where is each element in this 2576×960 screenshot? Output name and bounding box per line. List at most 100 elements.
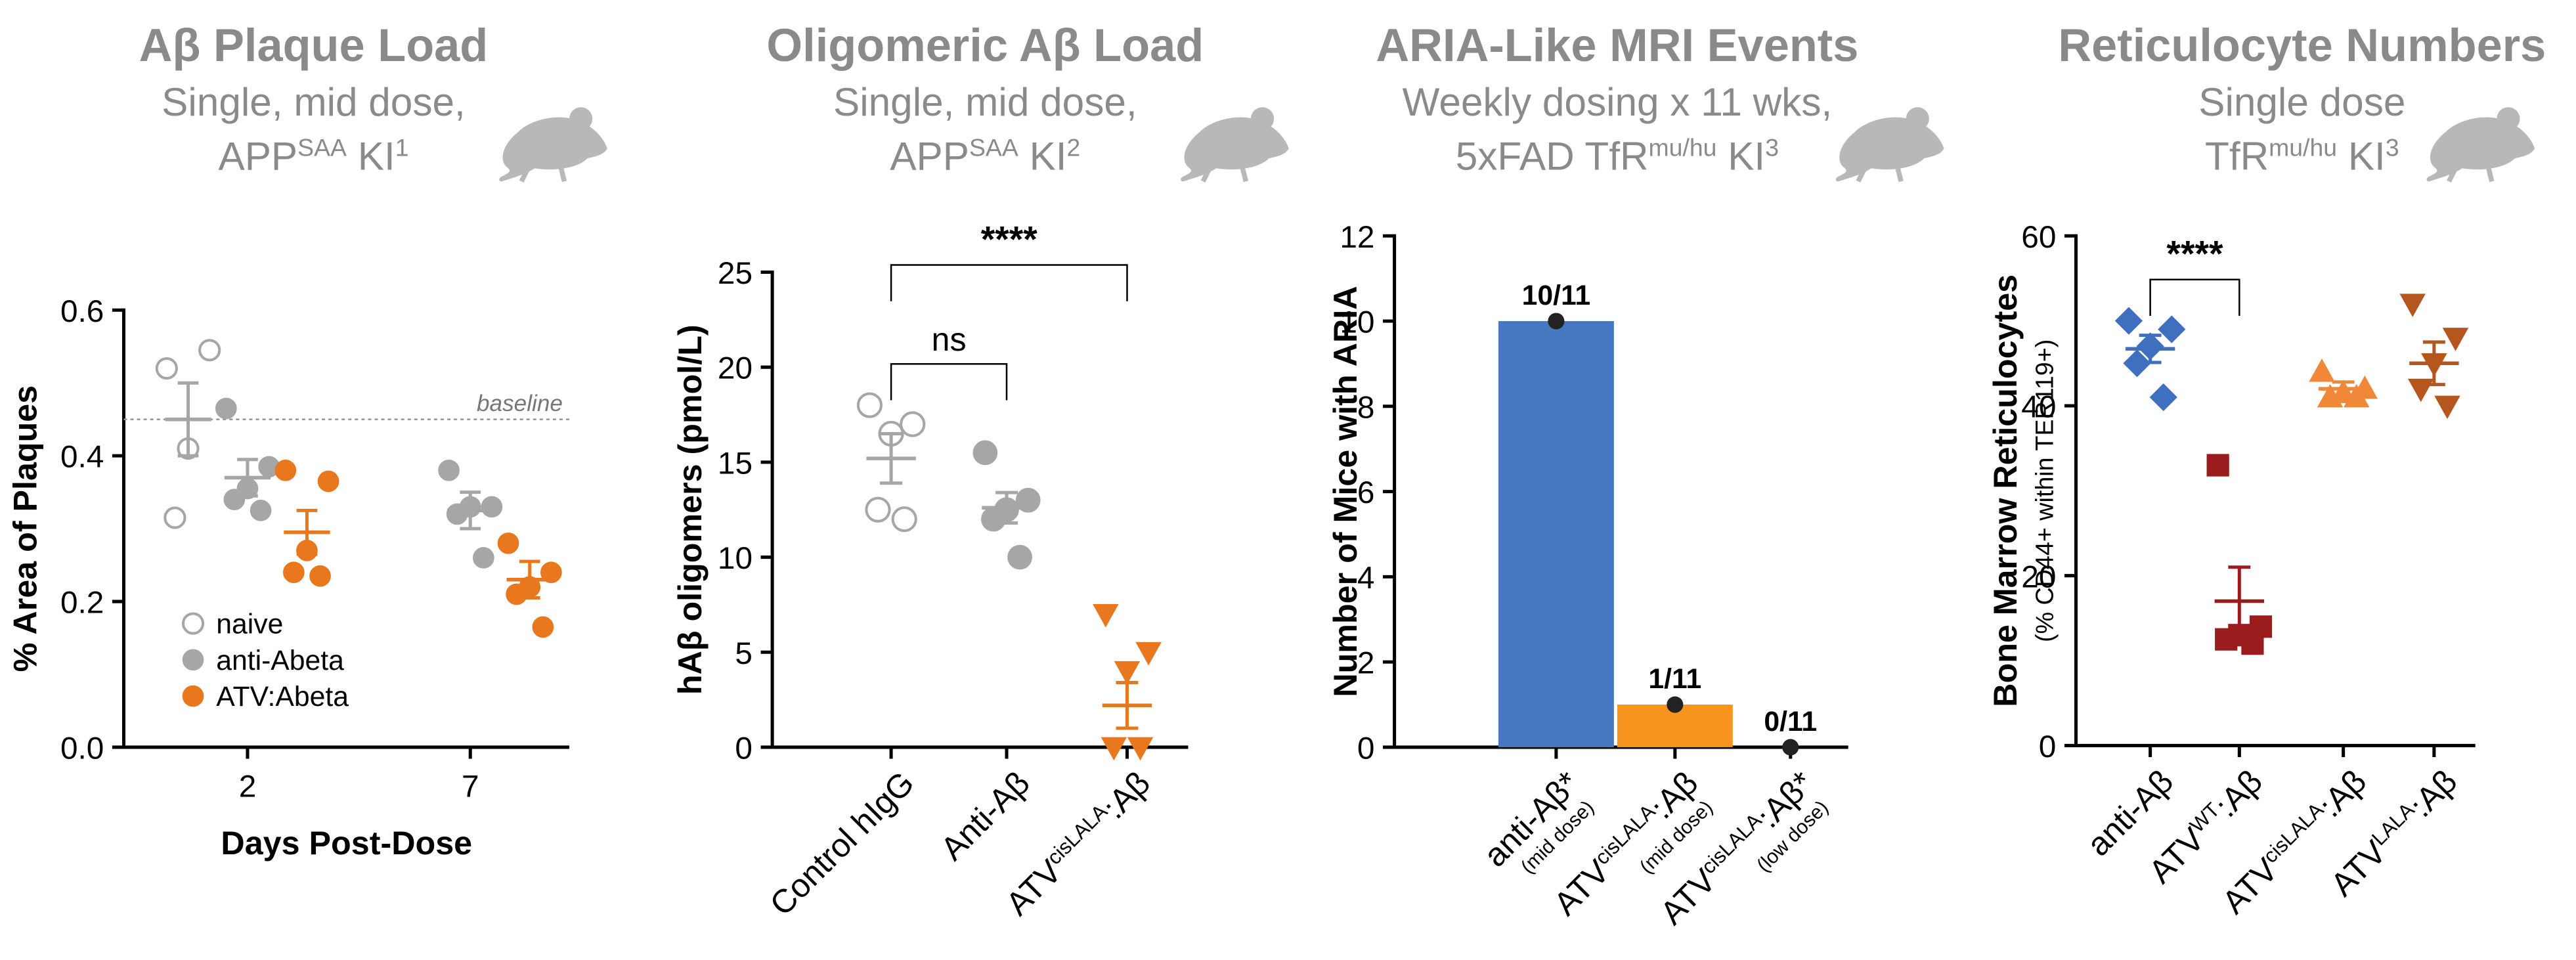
data-point	[274, 460, 297, 481]
y-tick-label: 15	[718, 446, 753, 481]
mouse-icon	[2427, 107, 2535, 181]
y-tick-label: 2	[1357, 646, 1375, 681]
text-run: 5xFAD TfR	[1456, 134, 1649, 179]
data-point	[865, 496, 891, 523]
y-axis-label: Number of Mice with ARIA	[1327, 286, 1364, 697]
data-point	[497, 532, 519, 554]
data-point	[181, 612, 205, 635]
chart-title: Oligomeric Aβ Load	[766, 19, 1204, 71]
y-axis-label: hAβ oligomers (pmol/L)	[672, 324, 709, 695]
data-point	[283, 561, 305, 584]
significance-bracket	[2149, 278, 2240, 316]
data-point	[2241, 632, 2264, 655]
mouse-icon	[499, 107, 607, 181]
chart-subtitle: Weekly dosing x 11 wks,	[1402, 79, 1832, 124]
text-run: SAA	[969, 134, 1018, 162]
chart-subtitle: TfRmu/hu KI3	[2205, 134, 2399, 179]
y-tick-label: 0.2	[60, 586, 104, 621]
y-tick-label: 25	[718, 256, 753, 291]
data-point	[2215, 628, 2238, 651]
data-point	[2149, 383, 2177, 412]
y-tick-label: 0	[2039, 730, 2057, 764]
chart-subtitle: 5xFAD TfRmu/hu KI3	[1456, 134, 1779, 179]
data-point	[2442, 328, 2469, 351]
y-axis-label: Bone Marrow Reticulocytes	[1987, 274, 2024, 707]
y-tick-label: 0.4	[60, 440, 104, 475]
data-point	[540, 561, 562, 584]
data-point	[856, 392, 883, 418]
text-run: mu/hu	[2269, 134, 2337, 162]
y-tick-label: 60	[2021, 220, 2056, 255]
y-tick-label: 6	[1357, 475, 1375, 510]
y-tick-label: 20	[2021, 559, 2056, 594]
data-point	[2434, 395, 2460, 420]
y-tick-label: 10	[1340, 305, 1374, 340]
data-point	[1548, 313, 1565, 330]
y-tick-label: 0	[1357, 731, 1375, 766]
data-point	[446, 503, 468, 525]
y-tick-label: 20	[718, 351, 753, 386]
bar	[1498, 321, 1614, 747]
text-run: 3	[2386, 134, 2399, 162]
text-run: TfR	[2205, 134, 2269, 179]
text-run: cisLALA	[1042, 800, 1112, 869]
data-point	[250, 500, 272, 521]
data-label: 1/11	[1648, 663, 1701, 695]
data-point	[182, 649, 204, 671]
data-point	[1093, 604, 1119, 628]
y-tick-label: 0.0	[60, 731, 104, 766]
y-tick-label: 4	[1357, 561, 1375, 596]
legend-label: naive	[216, 609, 283, 640]
x-tick-label: Control hIgG	[763, 764, 921, 923]
text-run: 1	[395, 134, 409, 162]
significance-bracket	[890, 264, 1128, 301]
mouse-icon	[1181, 107, 1289, 181]
text-run: KI	[1716, 134, 1765, 179]
chart-subtitle: APPSAA KI2	[890, 134, 1080, 179]
mouse-icon	[1836, 107, 1944, 181]
data-point	[506, 583, 527, 605]
y-tick-label: 12	[1340, 220, 1374, 255]
data-point	[1101, 737, 1127, 761]
data-point	[438, 460, 460, 481]
text-run: APP	[890, 134, 969, 179]
text-run: 3	[1765, 134, 1779, 162]
y-tick-label: 0	[735, 731, 753, 766]
y-tick-label: 8	[1357, 390, 1375, 425]
data-point	[2123, 349, 2151, 378]
data-point	[1007, 544, 1032, 570]
text-run: KI	[1018, 134, 1067, 179]
data-point	[481, 496, 503, 518]
data-point	[900, 411, 926, 437]
text-run: SAA	[297, 134, 347, 162]
data-point	[1127, 737, 1154, 761]
data-point	[182, 685, 204, 707]
data-point	[164, 506, 186, 529]
data-point	[155, 357, 178, 380]
chart-subtitle: Single, mid dose,	[833, 79, 1137, 124]
significance-label: ns	[932, 321, 967, 358]
significance-bracket	[890, 362, 1008, 401]
data-label: 0/11	[1764, 706, 1817, 737]
text-run: KI	[2337, 134, 2386, 179]
y-tick-label: 0.6	[60, 294, 104, 329]
data-point	[891, 506, 917, 533]
x-tick-label: 7	[462, 769, 479, 804]
chart-title: Reticulocyte Numbers	[2058, 19, 2546, 71]
data-point	[1782, 739, 1799, 756]
text-run: KI	[347, 134, 395, 179]
text-run: 2	[1067, 134, 1081, 162]
data-point	[473, 547, 494, 569]
chart-subtitle: Single dose	[2198, 79, 2405, 124]
y-axis-label: % Area of Plaques	[7, 385, 43, 672]
text-run: mu/hu	[1649, 134, 1717, 162]
data-point	[2114, 307, 2143, 335]
y-tick-label: 10	[718, 541, 753, 576]
text-run: cisLALA	[2259, 798, 2328, 867]
data-point	[198, 339, 221, 362]
chart-subtitle: APPSAA KI1	[218, 134, 408, 179]
data-point	[1114, 661, 1141, 685]
text-run: APP	[218, 134, 297, 179]
